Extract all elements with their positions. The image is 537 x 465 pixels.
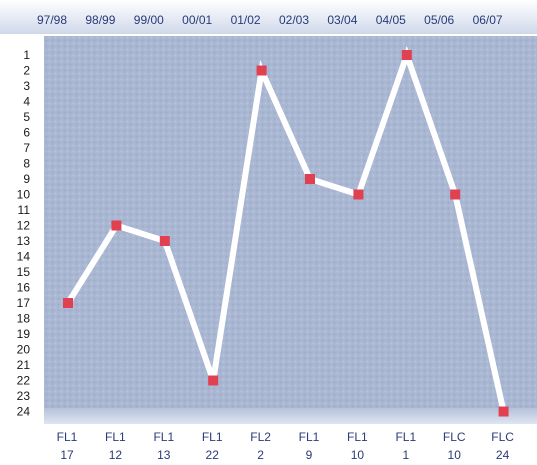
league-label-6: FL1 [347,430,368,444]
season-label-7: 04/05 [376,13,406,27]
y-tick-20: 20 [17,343,31,357]
season-label-6: 03/04 [327,13,357,27]
y-tick-22: 22 [17,374,31,388]
data-point-97/98 [63,298,73,308]
season-label-5: 02/03 [279,13,309,27]
y-tick-21: 21 [17,358,31,372]
data-point-03/04 [353,189,364,200]
league-label-5: FL1 [299,430,320,444]
series-line [65,45,507,415]
season-label-1: 98/99 [85,13,115,27]
league-label-9: FLC [491,430,514,444]
data-point-04/05 [401,50,412,60]
y-tick-16: 16 [17,281,31,295]
plot-footer-band [44,408,537,424]
y-tick-8: 8 [23,157,30,171]
y-tick-14: 14 [17,250,31,264]
position-label-6: 10 [351,448,365,462]
position-label-5: 9 [306,448,313,462]
league-label-7: FL1 [395,430,416,444]
y-tick-7: 7 [23,141,30,155]
league-label-0: FL1 [57,430,78,444]
y-tick-15: 15 [17,265,31,279]
y-tick-1: 1 [23,48,30,62]
season-label-0: 97/98 [37,13,67,27]
data-point-00/01 [208,375,219,386]
league-label-1: FL1 [105,430,126,444]
league-label-4: FL2 [250,430,271,444]
league-labels: FL1 FL1 FL1 FL1 FL2 FL1 FL1 FL1 FLC FLC [57,430,515,444]
y-tick-10: 10 [17,188,31,202]
y-tick-3: 3 [23,79,30,93]
position-label-7: 1 [402,448,409,462]
position-labels: 17 12 13 22 2 9 10 1 10 24 [60,448,509,462]
y-tick-5: 5 [23,110,30,124]
season-label-8: 05/06 [424,13,454,27]
y-tick-4: 4 [23,95,30,109]
y-tick-19: 19 [17,327,31,341]
y-tick-18: 18 [17,312,31,326]
data-point-99/00 [159,236,170,246]
position-label-2: 13 [157,448,171,462]
y-tick-11: 11 [18,203,31,217]
position-label-4: 2 [257,448,264,462]
y-tick-24: 24 [17,405,31,419]
data-point-98/99 [111,220,122,231]
data-point-05/06 [450,189,461,200]
position-label-8: 10 [448,448,462,462]
y-tick-17: 17 [17,296,31,310]
season-labels: 97/98 98/99 99/00 00/01 01/02 02/03 03/04 04/05… [37,13,503,27]
y-tick-9: 9 [23,172,30,186]
series-line-group [65,45,507,415]
position-label-3: 22 [206,448,220,462]
y-tick-23: 23 [17,389,31,403]
y-axis-strip [0,36,44,424]
league-label-8: FLC [443,430,466,444]
header-band [0,0,537,34]
data-point-06/07 [498,406,509,417]
season-label-3: 00/01 [182,13,212,27]
season-label-2: 99/00 [134,13,164,27]
position-label-1: 12 [109,448,123,462]
season-label-9: 06/07 [473,13,503,27]
season-label-4: 01/02 [231,13,261,27]
position-label-0: 17 [60,448,74,462]
y-tick-12: 12 [17,219,31,233]
league-label-2: FL1 [153,430,174,444]
league-label-3: FL1 [202,430,223,444]
y-tick-2: 2 [23,64,30,78]
data-point-01/02 [256,65,267,76]
position-label-9: 24 [496,448,510,462]
data-markers [63,50,509,417]
y-tick-13: 13 [17,234,31,248]
data-point-02/03 [305,174,315,184]
y-tick-6: 6 [23,126,30,140]
